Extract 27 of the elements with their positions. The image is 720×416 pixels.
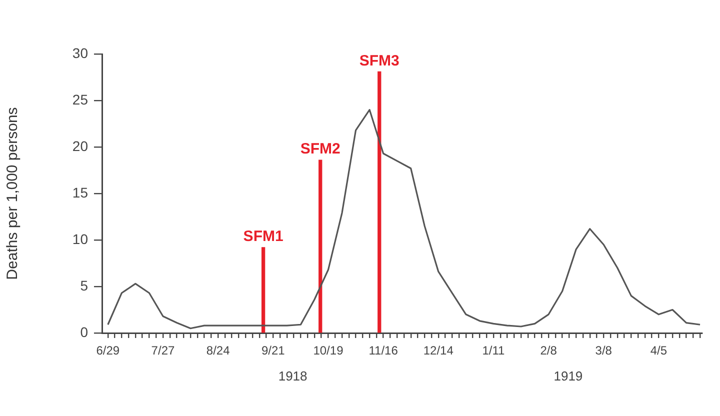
y-axis-title: Deaths per 1,000 persons [4,107,22,280]
y-tick-label: 30 [72,44,88,61]
x-tick-label: 10/19 [313,344,344,358]
text: 1918 [278,368,308,384]
data-label: SFM1 [243,228,284,246]
x-tick-label: 11/16 [368,344,398,358]
data-label: SFM3 [359,52,400,70]
x-tick-label: 1/11 [482,344,506,358]
y-tick-label: 25 [72,91,88,108]
x-tick-label: 7/27 [151,344,175,358]
y-tick-label: 0 [80,324,88,340]
y-tick-label: 20 [72,138,88,154]
x-tick-label: 6/29 [96,344,120,358]
x-tick-label: 4/5 [650,344,668,358]
bar [261,247,266,333]
x-tick-label: 8/24 [206,344,230,358]
y-tick-label: 5 [80,277,88,294]
x-tick-label: 9/21 [261,344,286,358]
x-tick-label: 3/8 [595,344,612,358]
y-tick-label: 15 [72,184,88,200]
bar [378,71,382,333]
text: 1919 [554,368,583,384]
y-tick-label: 10 [72,230,88,247]
x-tick-label: 2/8 [540,344,558,358]
x-tick-label: 12/14 [423,344,454,358]
data-label: SFM2 [300,140,340,158]
bar [318,160,322,333]
